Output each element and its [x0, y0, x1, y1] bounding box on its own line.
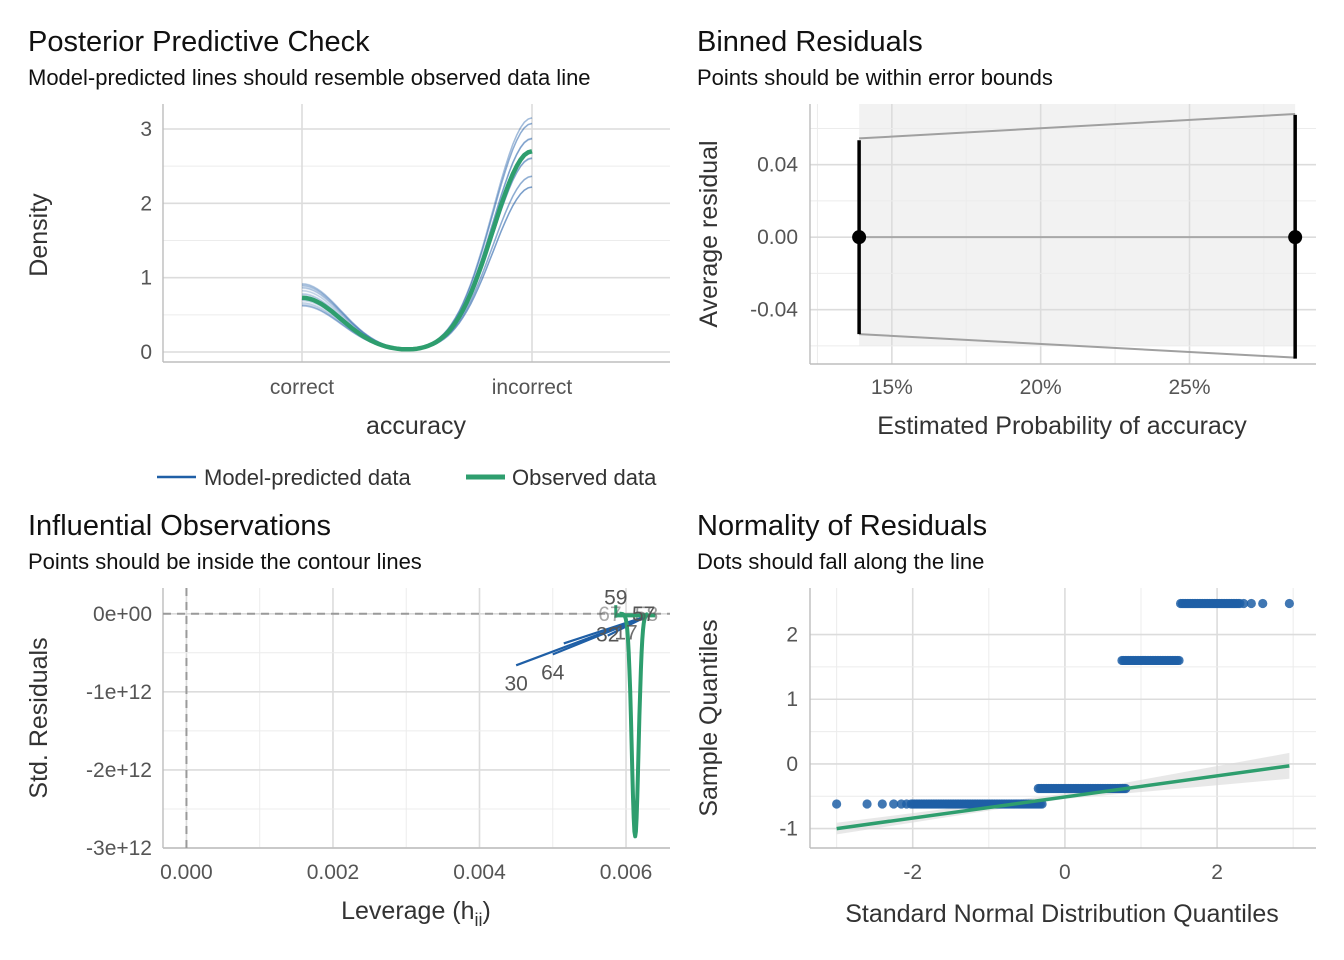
influential-x-label-main: Leverage (h	[341, 897, 474, 925]
qq-point	[1246, 598, 1256, 609]
influential-y-label: Std. Residuals	[25, 637, 53, 798]
ppc-y-label: Density	[25, 193, 53, 277]
binned-subtitle: Points should be within error bounds	[697, 65, 1053, 90]
legend-label-model-predicted: Model-predicted data	[204, 465, 411, 490]
ppc-series	[301, 117, 533, 352]
influential-point-label: 17	[614, 621, 637, 644]
ppc-xtick-correct: correct	[270, 376, 334, 399]
binned-marks	[852, 112, 1303, 359]
ppc-legend: Model-predicted data Observed data	[157, 465, 657, 490]
influential-xtick-label: 0.000	[160, 861, 213, 884]
influential-point-label: 32	[596, 624, 619, 647]
influential-point-label: 30	[504, 672, 527, 695]
ppc-gridlines	[163, 104, 670, 362]
ppc-ytick-label: 0	[140, 341, 152, 364]
influential-gridlines	[163, 588, 670, 849]
ppc-ytick-label: 1	[140, 267, 152, 290]
ppc-x-label: accuracy	[366, 412, 467, 440]
qq-reference-line	[836, 764, 1290, 831]
qq-y-label: Sample Quantiles	[695, 619, 723, 816]
qq-point	[862, 799, 872, 809]
qq-ytick-label: -1	[779, 818, 798, 841]
binned-xtick-label: 15%	[871, 376, 913, 399]
influential-ytick-label: -1e+12	[86, 681, 152, 704]
qq-point	[877, 799, 887, 809]
panel-binned-residuals: Binned Residuals Points should be within…	[695, 26, 1316, 440]
qq-ticks: -1 0 1 2 -2 0 2	[779, 624, 1223, 884]
qq-point	[1258, 598, 1268, 609]
qq-xtick-label: 2	[1211, 861, 1223, 884]
influential-subtitle: Points should be inside the contour line…	[28, 549, 422, 574]
influential-xtick-label: 0.002	[307, 861, 360, 884]
observed-data-line	[301, 149, 533, 352]
qq-marks	[832, 598, 1294, 835]
panel-posterior-predictive-check: Posterior Predictive Check Model-predict…	[25, 26, 670, 490]
binned-ytick-label: 0.04	[757, 154, 798, 177]
influential-label-connector	[563, 614, 649, 645]
influential-ticks: -3e+12 -2e+12 -1e+12 0e+00 0.000 0.002 0.004 0.…	[86, 603, 652, 884]
legend-label-observed: Observed data	[512, 465, 657, 490]
ppc-ytick-label: 2	[140, 192, 152, 215]
influential-point-label: 59	[604, 587, 627, 610]
qq-point	[832, 799, 842, 809]
ppc-y-ticks: 0 1 2 3	[140, 118, 152, 364]
binned-x-label: Estimated Probability of accuracy	[877, 412, 1247, 440]
qq-point	[889, 799, 899, 809]
binned-ytick-label: -0.04	[750, 299, 798, 322]
binned-xtick-label: 25%	[1168, 376, 1210, 399]
influential-ytick-label: 0e+00	[93, 603, 152, 626]
binned-gridlines	[810, 104, 1316, 364]
qq-ytick-label: 2	[786, 624, 798, 647]
ppc-xtick-incorrect: incorrect	[492, 376, 573, 399]
model-predicted-line	[301, 175, 533, 351]
binned-ytick-label: 0.00	[757, 226, 798, 249]
qq-confidence-band	[836, 752, 1290, 835]
ppc-subtitle: Model-predicted lines should resemble ob…	[28, 65, 591, 90]
model-predicted-line	[301, 175, 533, 351]
qq-xtick-label: -2	[903, 861, 922, 884]
influential-point-label: 67	[598, 603, 621, 626]
binned-title: Binned Residuals	[697, 26, 923, 58]
model-predicted-line	[301, 175, 533, 350]
binned-shaded-region	[859, 104, 1296, 346]
ppc-ytick-label: 3	[140, 118, 152, 141]
influential-ytick-label: -2e+12	[86, 759, 152, 782]
influential-xtick-label: 0.004	[453, 861, 506, 884]
qq-xtick-label: 0	[1059, 861, 1071, 884]
binned-lower-bound	[859, 333, 1296, 359]
influential-title: Influential Observations	[28, 510, 331, 542]
influential-ytick-label: -3e+12	[86, 837, 152, 860]
qq-title: Normality of Residuals	[697, 510, 987, 542]
qq-x-label: Standard Normal Distribution Quantiles	[845, 900, 1279, 928]
binned-upper-bound	[859, 112, 1296, 140]
qq-subtitle: Dots should fall along the line	[697, 549, 984, 574]
qq-ytick-label: 1	[786, 688, 798, 711]
influential-x-label-subscript: ii	[475, 910, 483, 930]
influential-point-label: 57	[632, 603, 655, 626]
binned-y-label: Average residual	[695, 140, 723, 327]
qq-ytick-label: 0	[786, 753, 798, 776]
binned-point	[852, 230, 867, 245]
influential-xtick-label: 0.006	[600, 861, 653, 884]
model-predicted-line	[301, 175, 533, 351]
ppc-title: Posterior Predictive Check	[28, 26, 370, 58]
influential-label-connector	[552, 614, 649, 656]
qq-point	[1284, 598, 1294, 609]
model-predicted-line	[301, 156, 533, 351]
binned-xtick-label: 20%	[1020, 376, 1062, 399]
panel-influential-observations: Influential Observations Points should b…	[25, 510, 670, 930]
binned-point	[1288, 230, 1303, 245]
influential-x-label-end: )	[483, 897, 491, 925]
influential-x-label: Leverage (hii)	[341, 897, 491, 930]
qq-point	[1174, 655, 1184, 666]
influential-smooth-line	[618, 611, 650, 839]
influential-point-label: 64	[541, 661, 565, 684]
influential-point-label: 58	[635, 603, 658, 626]
panel-normality-of-residuals: Normality of Residuals Dots should fall …	[695, 510, 1316, 928]
qq-gridlines	[810, 588, 1316, 848]
qq-point	[1235, 598, 1245, 609]
binned-ticks: -0.04 0.00 0.04 15% 20% 25%	[750, 154, 1210, 399]
